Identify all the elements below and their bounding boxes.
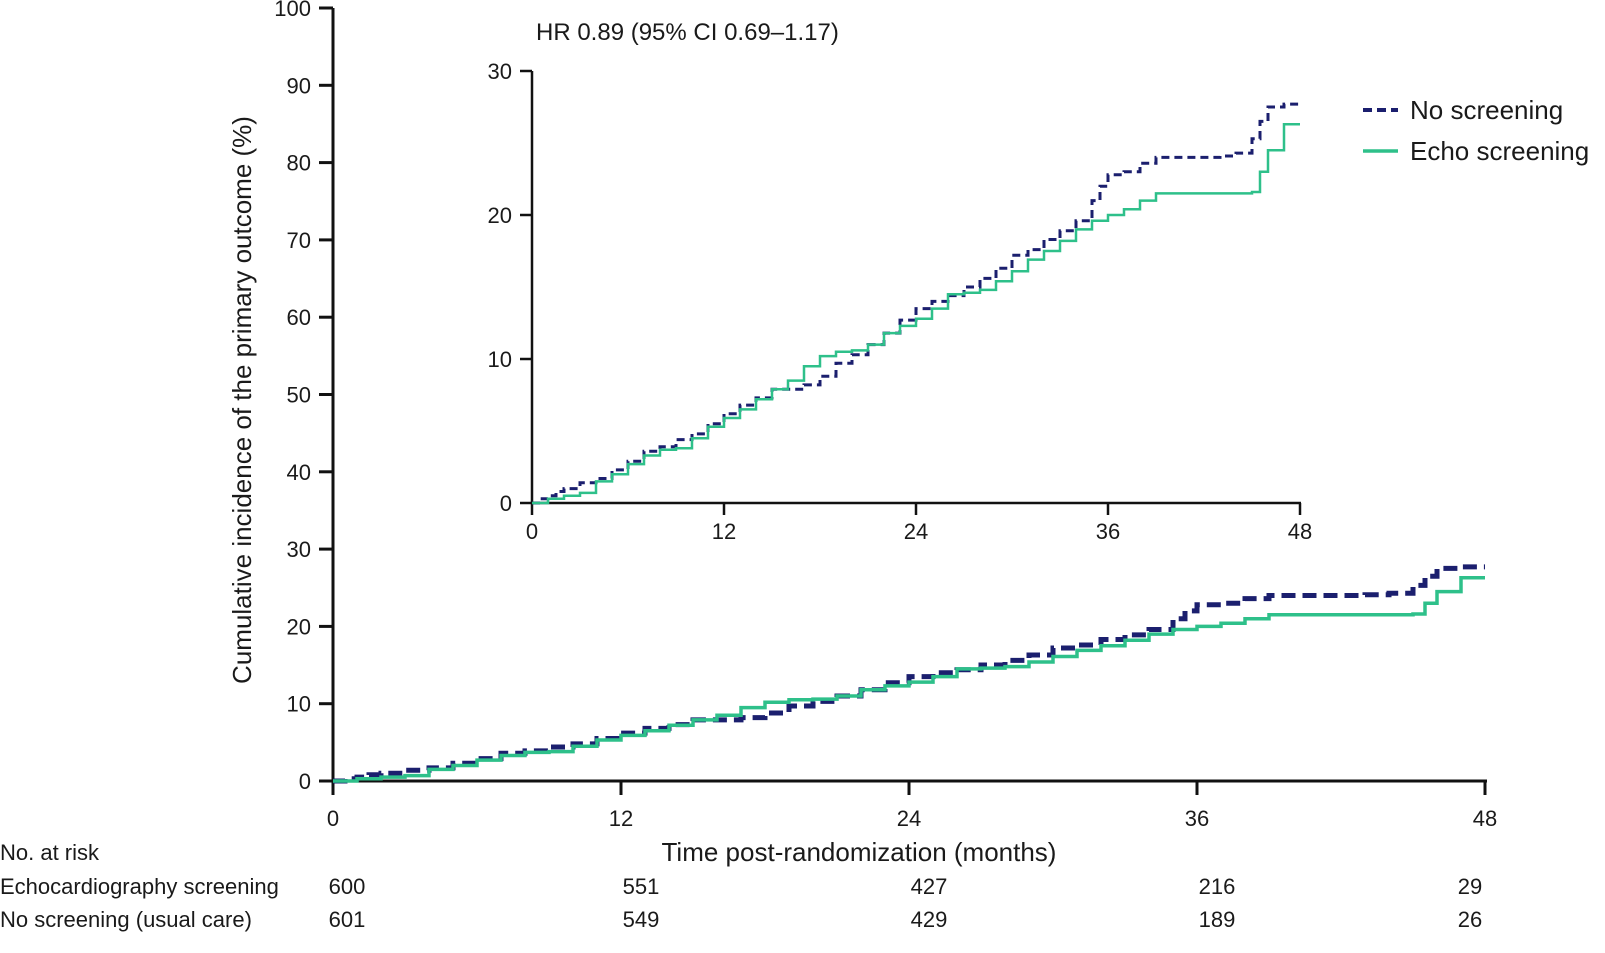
risk-count-echo: 427 — [910, 874, 948, 899]
inset-x-tick-label: 36 — [1096, 519, 1120, 544]
y-tick-label: 0 — [299, 769, 311, 794]
x-tick-label: 12 — [609, 806, 633, 831]
series-line-echo-screening — [333, 575, 1485, 783]
inset-x-tick-label: 48 — [1288, 519, 1312, 544]
inset-y-tick-label: 20 — [488, 203, 512, 228]
risk-row-label-echo: Echocardiography screening — [0, 874, 279, 899]
y-tick-label: 60 — [287, 305, 311, 330]
y-axis-label: Cumulative incidence of the primary outc… — [227, 116, 257, 684]
y-tick-label: 10 — [287, 692, 311, 717]
x-tick-label: 36 — [1185, 806, 1209, 831]
risk-count-echo: 216 — [1198, 874, 1236, 899]
x-tick-label: 24 — [897, 806, 921, 831]
y-tick-label: 30 — [287, 537, 311, 562]
inset-y-tick-label: 10 — [488, 347, 512, 372]
legend-label-echo-screening: Echo screening — [1410, 136, 1589, 166]
inset-y-tick-label: 30 — [488, 59, 512, 84]
risk-table-heading: No. at risk — [0, 840, 100, 865]
risk-count-echo: 551 — [622, 874, 660, 899]
y-tick-label: 40 — [287, 460, 311, 485]
risk-row-label-no-screening: No screening (usual care) — [0, 907, 252, 932]
y-tick-label: 80 — [287, 151, 311, 176]
risk-count-no-screening: 601 — [328, 907, 366, 932]
y-tick-label: 90 — [287, 73, 311, 98]
x-axis-label: Time post-randomization (months) — [662, 837, 1057, 867]
hazard-ratio-annotation: HR 0.89 (95% CI 0.69–1.17) — [536, 19, 839, 46]
x-tick-label: 0 — [327, 806, 339, 831]
x-tick-label: 48 — [1473, 806, 1497, 831]
y-tick-label: 70 — [287, 228, 311, 253]
inset-series-line-no-screening — [532, 102, 1300, 505]
inset-x-tick-label: 24 — [904, 519, 928, 544]
risk-count-no-screening: 549 — [622, 907, 660, 932]
legend-label-no-screening: No screening — [1410, 95, 1563, 125]
risk-count-no-screening: 26 — [1457, 907, 1483, 932]
y-tick-label: 100 — [274, 0, 311, 21]
inset-series-line-echo-screening — [532, 123, 1300, 505]
inset-x-tick-label: 12 — [712, 519, 736, 544]
y-tick-label: 20 — [287, 614, 311, 639]
risk-count-echo: 600 — [328, 874, 366, 899]
risk-count-no-screening: 429 — [910, 907, 948, 932]
inset-y-tick-label: 0 — [500, 491, 512, 516]
series-line-no-screening — [333, 564, 1485, 784]
inset-x-tick-label: 0 — [526, 519, 538, 544]
risk-count-echo: 29 — [1457, 874, 1483, 899]
risk-count-no-screening: 189 — [1198, 907, 1236, 932]
y-tick-label: 50 — [287, 383, 311, 408]
